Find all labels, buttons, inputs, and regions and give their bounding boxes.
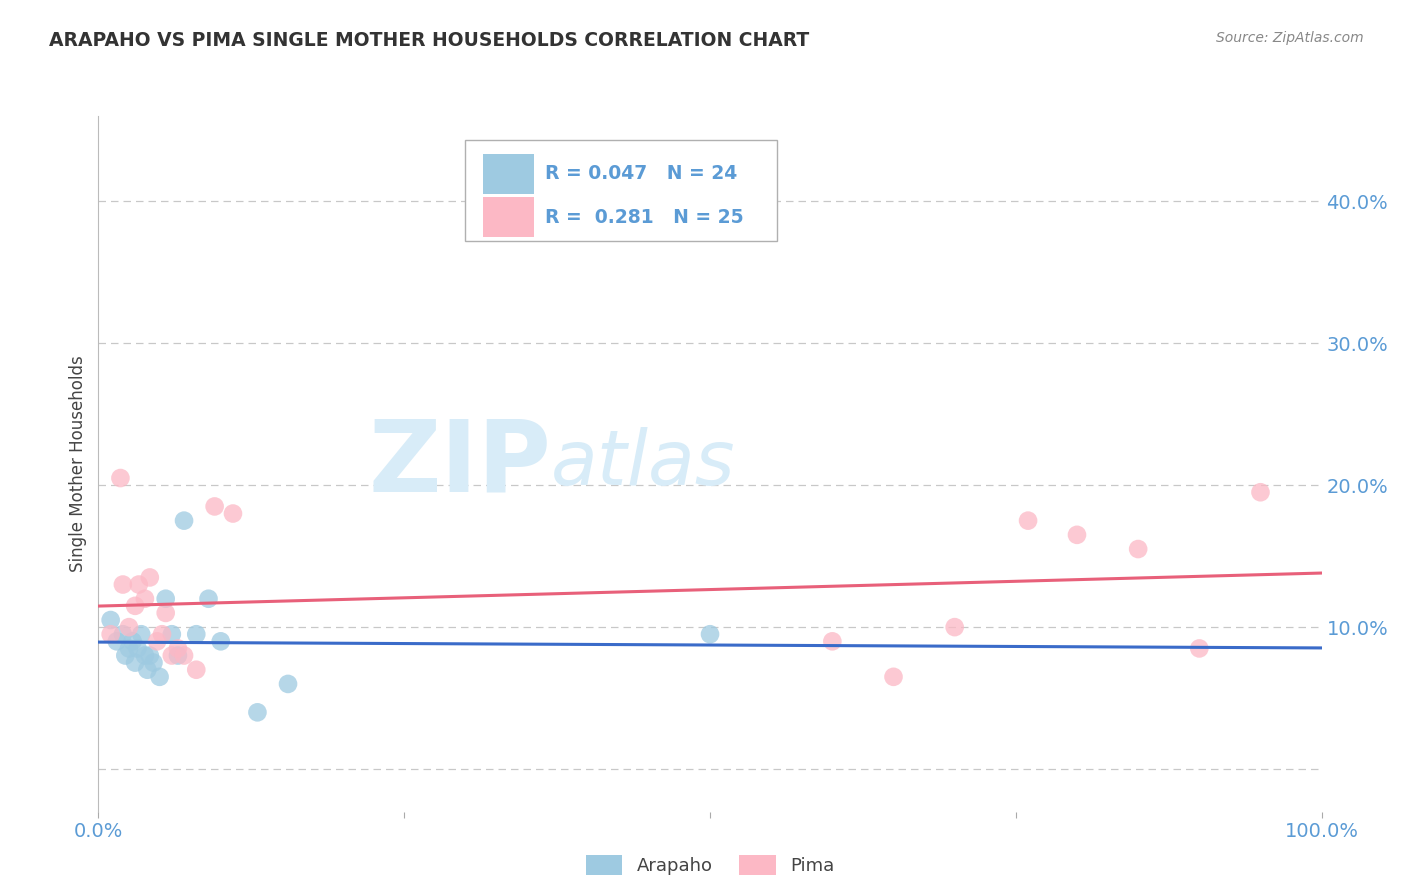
Point: [821, 634, 844, 648]
Point: [110, 471, 132, 485]
Point: [277, 677, 299, 691]
Point: [134, 591, 156, 606]
Y-axis label: Single Mother Households: Single Mother Households: [69, 356, 87, 572]
Point: [124, 599, 146, 613]
Legend: Arapaho, Pima: Arapaho, Pima: [579, 847, 841, 883]
Point: [111, 577, 134, 591]
Text: ARAPAHO VS PIMA SINGLE MOTHER HOUSEHOLDS CORRELATION CHART: ARAPAHO VS PIMA SINGLE MOTHER HOUSEHOLDS…: [49, 31, 810, 50]
Point: [146, 634, 169, 648]
Point: [186, 627, 208, 641]
Text: R =  0.281   N = 25: R = 0.281 N = 25: [546, 208, 744, 227]
Point: [699, 627, 721, 641]
Point: [105, 634, 128, 648]
Point: [197, 591, 219, 606]
Point: [127, 641, 149, 656]
Point: [121, 634, 143, 648]
Point: [1128, 542, 1150, 557]
Point: [100, 627, 122, 641]
Point: [118, 641, 141, 656]
Point: [155, 591, 177, 606]
Text: R = 0.047   N = 24: R = 0.047 N = 24: [546, 164, 737, 184]
Text: ZIP: ZIP: [368, 416, 551, 512]
Point: [1188, 641, 1211, 656]
Point: [142, 656, 165, 670]
Point: [155, 606, 177, 620]
Point: [204, 500, 226, 514]
Point: [167, 641, 190, 656]
Point: [1249, 485, 1271, 500]
Point: [149, 670, 172, 684]
Point: [160, 627, 183, 641]
Point: [150, 627, 173, 641]
Point: [883, 670, 905, 684]
Point: [160, 648, 183, 663]
Point: [943, 620, 966, 634]
Point: [129, 627, 152, 641]
Point: [209, 634, 232, 648]
Text: atlas: atlas: [551, 427, 735, 500]
Point: [173, 648, 195, 663]
Point: [186, 663, 208, 677]
Point: [136, 663, 159, 677]
Point: [139, 648, 162, 663]
Point: [134, 648, 156, 663]
Point: [124, 656, 146, 670]
Point: [128, 577, 150, 591]
Point: [173, 514, 195, 528]
Point: [111, 627, 134, 641]
Point: [118, 620, 141, 634]
Point: [222, 507, 245, 521]
Point: [167, 648, 190, 663]
FancyBboxPatch shape: [465, 140, 778, 241]
Point: [1066, 528, 1088, 542]
Point: [246, 706, 269, 720]
FancyBboxPatch shape: [482, 154, 534, 194]
Point: [100, 613, 122, 627]
FancyBboxPatch shape: [482, 197, 534, 237]
Point: [139, 570, 162, 584]
Point: [1017, 514, 1039, 528]
Text: Source: ZipAtlas.com: Source: ZipAtlas.com: [1216, 31, 1364, 45]
Point: [114, 648, 136, 663]
